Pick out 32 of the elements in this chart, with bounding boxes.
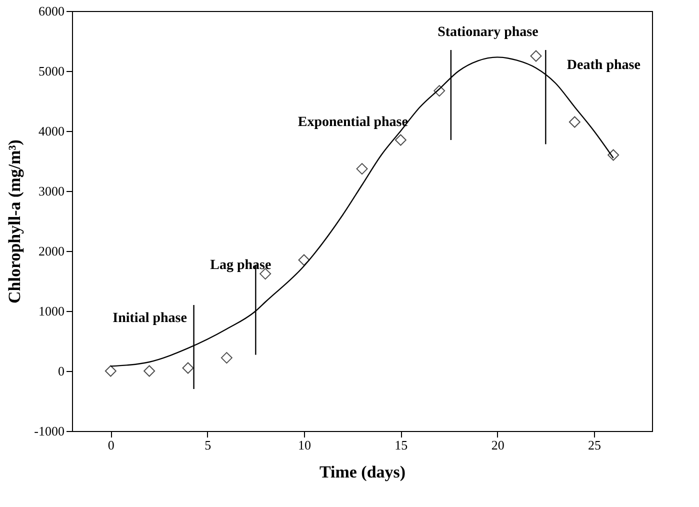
y-tick-label: 2000 (38, 244, 64, 258)
x-axis-title: Time (days) (319, 462, 406, 482)
annotation: Exponential phase (298, 115, 408, 130)
x-tick-label: 25 (588, 438, 601, 452)
y-tick-label: 3000 (38, 184, 64, 198)
y-tick-label: 5000 (38, 64, 64, 78)
point (530, 50, 542, 62)
y-axis-title: Chlorophyll-a (mg/m³) (5, 140, 24, 304)
annotation: Lag phase (210, 258, 272, 273)
y-tick-label: -1000 (34, 424, 64, 438)
point (434, 85, 446, 97)
point (182, 362, 194, 374)
x-tick-label: 15 (394, 438, 408, 452)
y-tick-label: 6000 (38, 4, 64, 18)
y-tick-label: 1000 (38, 304, 64, 318)
point (220, 352, 232, 364)
x-tick-label: 0 (108, 438, 114, 452)
annotation: Death phase (566, 58, 640, 73)
point (104, 365, 116, 377)
x-tick-label: 20 (491, 438, 504, 452)
y-tick-label: 4000 (38, 124, 64, 138)
x-tick-label: 5 (204, 438, 212, 452)
point (356, 163, 368, 175)
annotation: Stationary phase (438, 25, 538, 40)
point (568, 116, 580, 128)
point (298, 254, 310, 266)
point (394, 134, 406, 146)
y-tick-label: 0 (58, 364, 64, 378)
annotation: Initial phase (112, 311, 187, 326)
point (608, 149, 620, 161)
x-tick-label: 10 (298, 438, 311, 452)
point (144, 365, 156, 377)
